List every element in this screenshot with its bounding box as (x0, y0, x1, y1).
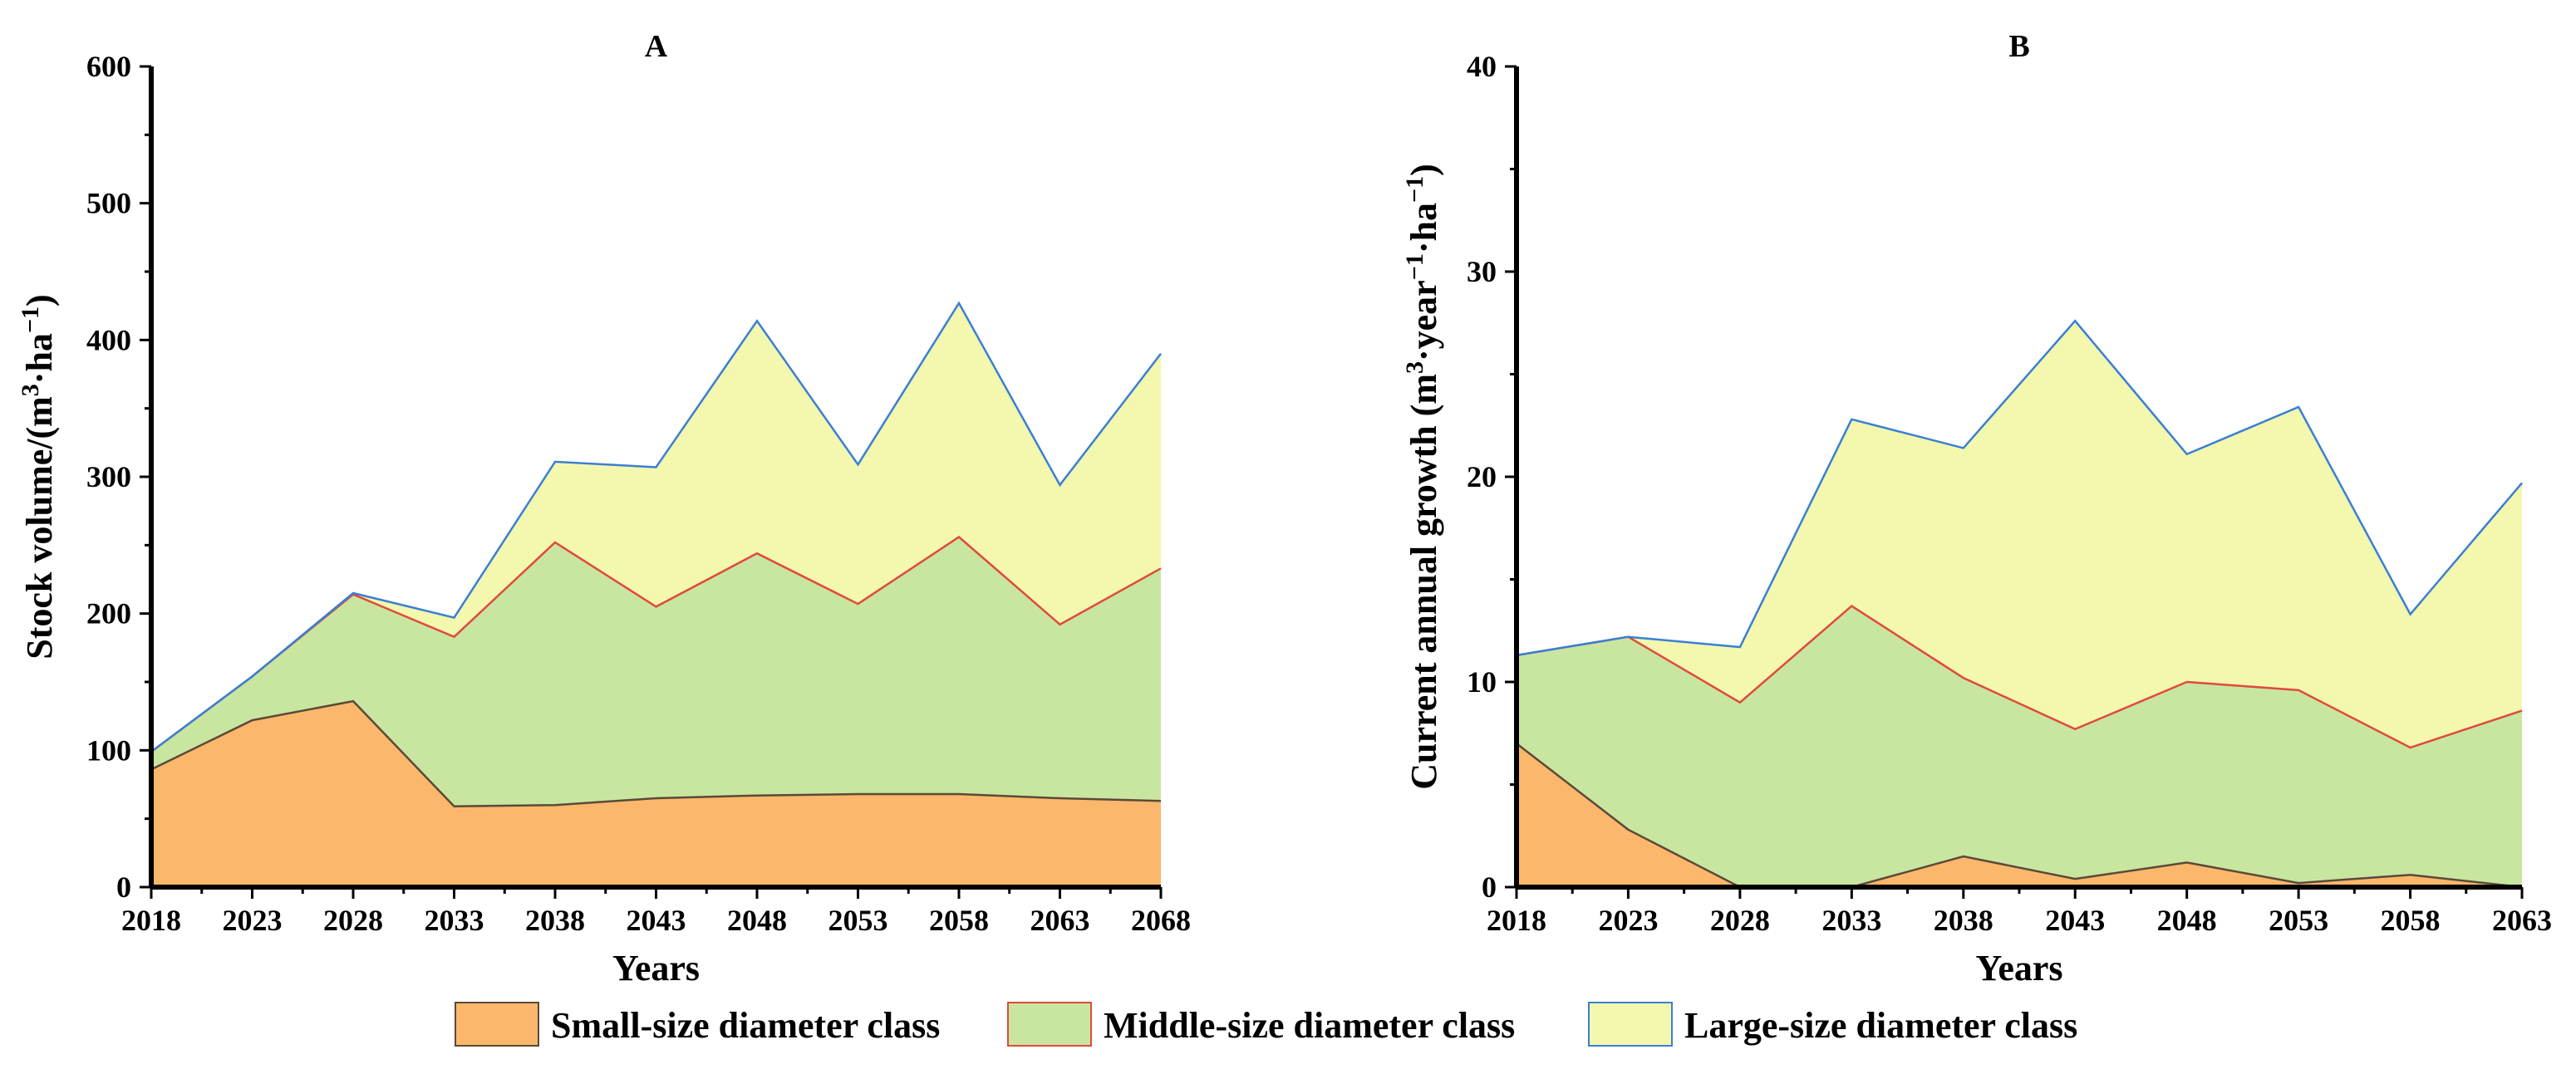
x-tick-label-b: 2023 (1598, 904, 1658, 937)
x-tick-label-b: 2053 (2269, 904, 2328, 937)
x-axis-label-a: Years (612, 948, 700, 988)
panel-b: 0 10 20 30 40 2018 2023 2028 2033 2038 2043 2048 205… (1401, 29, 2553, 988)
y-tick-label-a: 500 (86, 187, 131, 220)
y-tick-label-a: 300 (86, 460, 131, 493)
legend: Small-size diameter class Middle-size di… (455, 1002, 2077, 1047)
x-tick-label-a: 2058 (929, 904, 989, 937)
panel-title-b: B (2008, 29, 2029, 64)
x-tick-label-b: 2048 (2157, 904, 2217, 937)
x-tick-label-b: 2033 (1821, 904, 1881, 937)
y-axis-label-b: Current annual growth (m3·year−1·ha−1) (1401, 164, 1445, 790)
area-small-a (151, 701, 1161, 887)
x-tick-label-a: 2048 (727, 904, 787, 937)
area-small-b (1517, 743, 2522, 887)
y-axis-label-a: Stock volume/(m3·ha−1) (17, 294, 61, 659)
line-large-a (150, 301, 1162, 753)
y-tick-label-b: 0 (1482, 870, 1497, 904)
x-tick-label-a: 2033 (425, 904, 484, 937)
x-tick-label-b: 2063 (2492, 904, 2552, 937)
panel-a: 0 100 200 300 400 500 600 2018 2023 2028 2033 2038 2… (17, 29, 1192, 988)
area-large-b (1517, 321, 2522, 748)
y-tick-label-b: 20 (1467, 460, 1497, 493)
legend-label-large: Large-size diameter class (1684, 1005, 2077, 1046)
x-tick-label-a: 2063 (1030, 904, 1090, 937)
x-tick-label-b: 2038 (1934, 904, 1993, 937)
legend-swatch-small (455, 1002, 539, 1047)
line-middle-b (1516, 605, 2523, 749)
y-tick-label-b: 10 (1467, 665, 1497, 699)
area-middle-a (151, 537, 1161, 807)
legend-label-small: Small-size diameter class (551, 1005, 940, 1046)
x-tick-label-a: 2043 (627, 904, 686, 937)
x-tick-label-a: 2053 (828, 904, 888, 937)
y-tick-label-b: 40 (1467, 50, 1497, 83)
x-tick-label-a: 2023 (223, 904, 283, 937)
y-tick-label-a: 0 (116, 870, 131, 904)
legend-swatch-middle (1007, 1002, 1092, 1047)
y-tick-label-a: 100 (86, 733, 131, 767)
area-middle-b (1517, 606, 2522, 887)
x-tick-label-a: 2018 (121, 904, 181, 937)
x-tick-label-b: 2028 (1710, 904, 1770, 937)
y-tick-label-a: 600 (86, 50, 131, 83)
line-small-b (1516, 743, 2523, 889)
line-large-b (1516, 319, 2523, 657)
area-large-a (151, 302, 1161, 752)
x-tick-label-a: 2038 (525, 904, 585, 937)
x-axis-label-b: Years (1975, 948, 2062, 988)
legend-label-middle: Middle-size diameter class (1104, 1005, 1515, 1046)
x-tick-label-b: 2018 (1487, 904, 1546, 937)
legend-swatch-large (1588, 1002, 1673, 1047)
y-tick-label-b: 30 (1467, 255, 1497, 288)
x-tick-label-a: 2068 (1131, 904, 1191, 937)
x-tick-label-b: 2043 (2045, 904, 2105, 937)
y-tick-label-a: 200 (86, 597, 131, 630)
line-small-a (150, 699, 1162, 808)
x-tick-label-a: 2028 (323, 904, 383, 937)
panel-title-a: A (645, 29, 668, 64)
y-tick-label-a: 400 (86, 323, 131, 356)
x-tick-label-b: 2058 (2381, 904, 2441, 937)
